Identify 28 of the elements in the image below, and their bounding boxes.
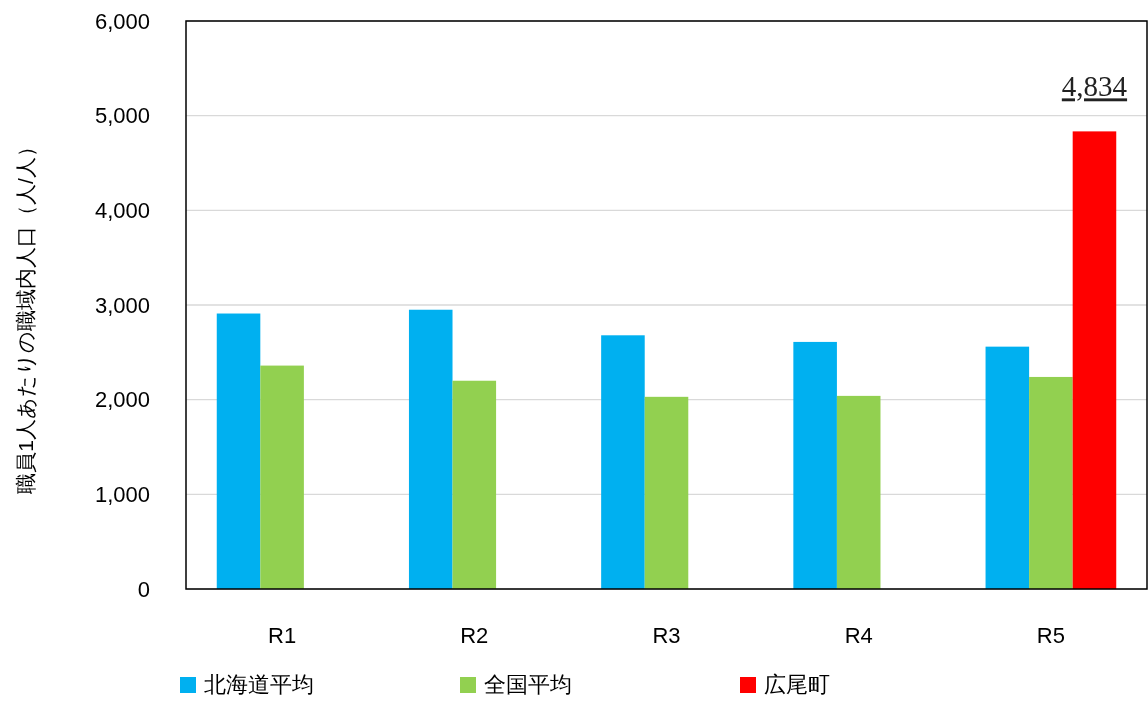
data-label: 4,834	[1061, 70, 1128, 103]
y-tick-label: 5,000	[94, 103, 150, 129]
x-tick-label: R1	[268, 623, 297, 648]
x-tick-label: R3	[652, 623, 681, 648]
legend-label: 広尾町	[764, 672, 830, 697]
y-tick-label: 4,000	[94, 198, 150, 224]
legend-label: 全国平均	[484, 672, 572, 697]
bar	[793, 341, 837, 589]
y-axis-title: 職員1人あたりの職域内人口（人/人）	[14, 136, 37, 494]
y-tick-label: 1,000	[94, 482, 150, 508]
bar	[408, 309, 453, 589]
y-tick-label: 0	[137, 576, 150, 602]
bar	[260, 365, 304, 589]
y-tick-label: 6,000	[94, 8, 150, 34]
x-tick-label: R5	[1036, 623, 1065, 648]
y-tick-label: 2,000	[94, 387, 150, 413]
bar	[836, 395, 881, 589]
legend-label: 北海道平均	[204, 672, 314, 697]
bar	[216, 313, 261, 589]
bar	[601, 335, 645, 589]
bar	[985, 346, 1030, 589]
bar	[1072, 131, 1117, 589]
x-tick-label: R4	[844, 623, 873, 648]
bar	[644, 396, 689, 589]
y-tick-label: 3,000	[94, 292, 150, 318]
bar	[1029, 376, 1073, 589]
bar	[452, 380, 497, 589]
x-tick-label: R2	[460, 623, 489, 648]
